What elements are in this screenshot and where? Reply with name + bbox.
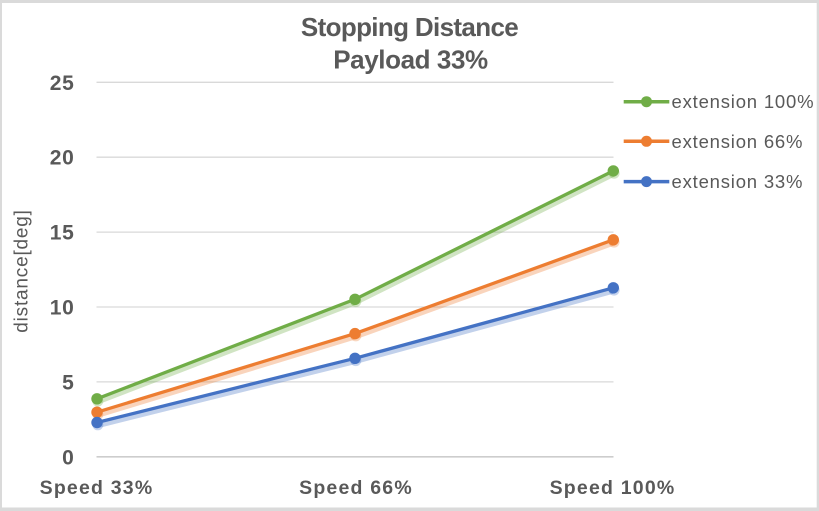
svg-text:Speed 33%: Speed 33%: [40, 477, 154, 499]
svg-text:20: 20: [50, 147, 75, 170]
svg-text:Speed 66%: Speed 66%: [299, 477, 413, 499]
svg-text:5: 5: [62, 371, 74, 394]
svg-text:Stopping Distance: Stopping Distance: [301, 12, 518, 42]
svg-text:extension 100%: extension 100%: [672, 91, 815, 112]
svg-text:Payload 33%: Payload 33%: [333, 45, 488, 75]
svg-text:10: 10: [50, 297, 75, 320]
svg-text:25: 25: [50, 72, 75, 95]
svg-text:Speed 100%: Speed 100%: [550, 477, 676, 499]
svg-text:extension 66%: extension 66%: [672, 131, 804, 152]
svg-text:0: 0: [62, 446, 74, 469]
svg-text:distance[deg]: distance[deg]: [11, 209, 32, 332]
svg-text:15: 15: [50, 222, 75, 245]
svg-text:extension 33%: extension 33%: [672, 171, 804, 192]
